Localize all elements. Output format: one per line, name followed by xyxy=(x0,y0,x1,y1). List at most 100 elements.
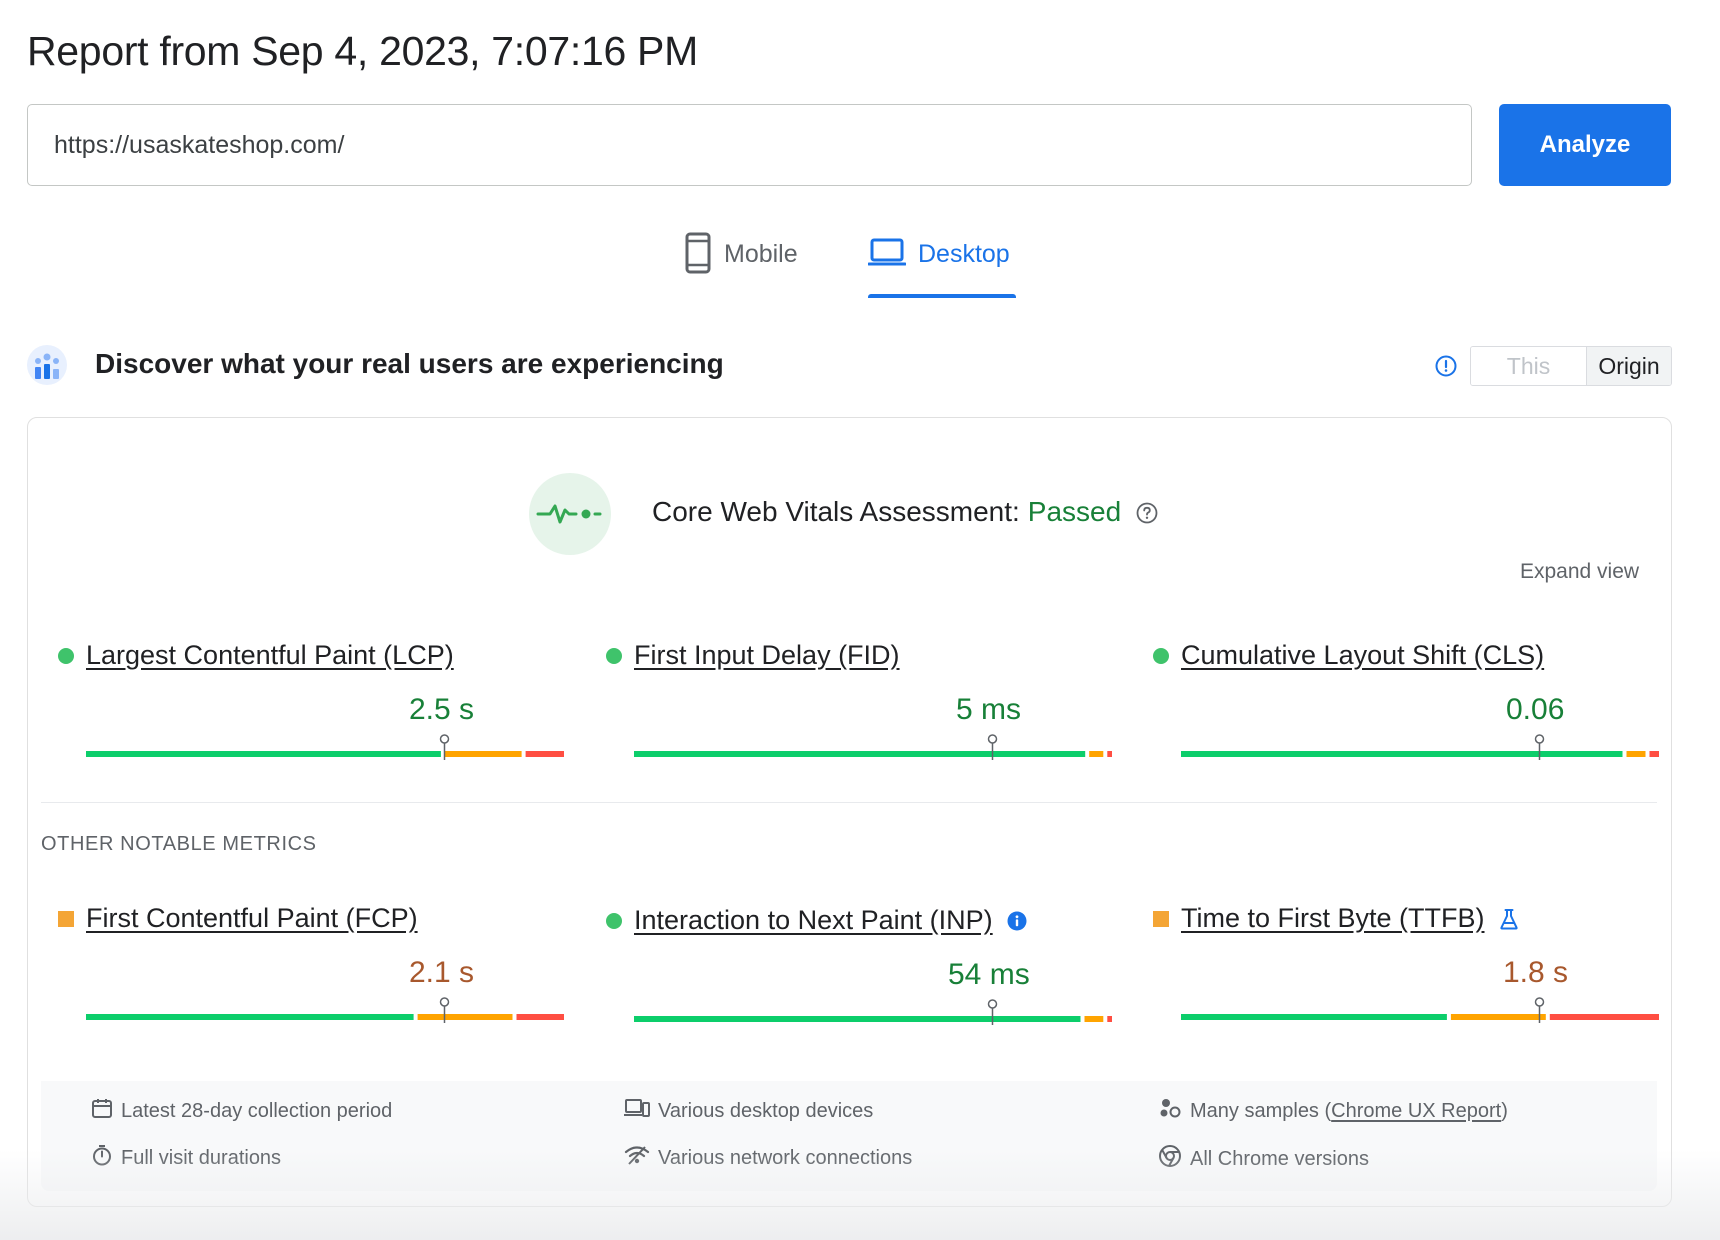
field-data-title: Discover what your real users are experi… xyxy=(95,348,724,379)
poor-segment xyxy=(516,1014,564,1020)
metric-ttfb-head: Time to First Byte (TTFB) xyxy=(1153,903,1519,934)
poor-segment xyxy=(1649,751,1659,757)
metric-fcp-value: 2.1 s xyxy=(409,956,475,989)
tab-mobile-label: Mobile xyxy=(724,240,798,268)
good-status-dot xyxy=(58,647,74,664)
needs-improvement-segment xyxy=(417,1014,513,1020)
tab-desktop[interactable]: Desktop xyxy=(867,236,1010,300)
good-segment xyxy=(634,1016,1081,1022)
active-tab-indicator xyxy=(868,294,1016,298)
percentile-marker-pin xyxy=(1534,997,1545,1007)
needs-improvement-segment xyxy=(1626,751,1646,757)
metric-ttfb-link[interactable]: Time to First Byte (TTFB) xyxy=(1181,903,1485,933)
good-status-dot xyxy=(1153,647,1169,664)
needs-improvement-segment xyxy=(1089,751,1104,757)
metric-cls: Cumulative Layout Shift (CLS) 0.06 xyxy=(1153,640,1659,770)
metric-cls-link[interactable]: Cumulative Layout Shift (CLS) xyxy=(1181,640,1545,670)
good-segment xyxy=(1181,751,1623,757)
needs-improvement-status-square xyxy=(58,910,74,927)
tab-mobile[interactable]: Mobile xyxy=(684,232,798,300)
calendar-icon xyxy=(91,1097,113,1125)
metric-lcp-link[interactable]: Largest Contentful Paint (LCP) xyxy=(86,640,454,670)
tab-desktop-label: Desktop xyxy=(918,240,1010,268)
users-chart-icon xyxy=(26,344,68,386)
metric-lcp-head: Largest Contentful Paint (LCP) xyxy=(58,640,454,671)
field-data-card xyxy=(27,417,1672,1207)
needs-improvement-status-square xyxy=(1153,910,1169,927)
metric-inp: Interaction to Next Paint (INP) 54 ms xyxy=(606,905,1112,1035)
metric-ttfb-value: 1.8 s xyxy=(1503,956,1569,989)
needs-improvement-segment xyxy=(1450,1014,1546,1020)
cwv-assessment-label: Core Web Vitals Assessment: xyxy=(652,496,1020,527)
origin-toggle[interactable]: Origin xyxy=(1587,347,1671,385)
metric-fcp: First Contentful Paint (FCP) 2.1 s xyxy=(58,903,564,1033)
metric-fcp-head: First Contentful Paint (FCP) xyxy=(58,903,418,934)
cwv-assessment: Core Web Vitals Assessment: Passed xyxy=(652,496,1159,528)
metric-cls-value: 0.06 xyxy=(1506,693,1565,726)
chrome-versions-item: All Chrome versions xyxy=(1158,1144,1369,1174)
metric-ttfb-distribution xyxy=(1181,997,1659,1023)
metric-lcp-distribution xyxy=(86,734,564,760)
chrome-icon xyxy=(1158,1144,1182,1174)
metric-fid-head: First Input Delay (FID) xyxy=(606,640,900,671)
good-status-dot xyxy=(606,912,622,929)
metric-fid-link[interactable]: First Input Delay (FID) xyxy=(634,640,900,670)
metric-fid-value: 5 ms xyxy=(956,693,1022,726)
metric-fcp-distribution xyxy=(86,997,564,1023)
samples-text: Many samples (Chrome UX Report) xyxy=(1190,1100,1508,1123)
metric-cls-distribution xyxy=(1181,734,1659,760)
metric-fid-distribution xyxy=(634,734,1112,760)
visit-durations-item: Full visit durations xyxy=(91,1144,281,1172)
visit-durations-text: Full visit durations xyxy=(121,1146,282,1169)
network-text: Various network connections xyxy=(658,1146,913,1169)
url-input[interactable] xyxy=(27,104,1472,186)
metric-lcp: Largest Contentful Paint (LCP) 2.5 s xyxy=(58,640,564,770)
inp-info-icon[interactable] xyxy=(1007,911,1027,931)
poor-segment xyxy=(1549,1014,1659,1020)
pulse-icon xyxy=(528,472,612,556)
percentile-marker-pin xyxy=(439,734,450,744)
info-icon[interactable] xyxy=(1434,354,1458,378)
samples-suffix: ) xyxy=(1501,1099,1508,1122)
percentile-marker-pin xyxy=(987,734,998,744)
good-segment xyxy=(634,751,1086,757)
help-icon[interactable] xyxy=(1135,500,1159,524)
poor-segment xyxy=(1107,751,1112,757)
poor-segment xyxy=(1107,1016,1112,1022)
experimental-flask-icon xyxy=(1499,908,1519,930)
percentile-marker-pin xyxy=(987,999,998,1009)
collection-period-text: Latest 28-day collection period xyxy=(121,1099,393,1122)
devices-icon xyxy=(624,1097,650,1125)
cwv-status: Passed xyxy=(1027,496,1122,527)
stopwatch-icon xyxy=(91,1144,113,1172)
poor-segment xyxy=(525,751,564,757)
smartphone-icon xyxy=(684,232,712,281)
chrome-ux-report-link[interactable]: Chrome UX Report xyxy=(1331,1099,1502,1122)
good-segment xyxy=(1181,1014,1447,1020)
metric-inp-distribution xyxy=(634,999,1112,1025)
this-url-toggle[interactable]: This URL xyxy=(1471,347,1587,385)
metric-inp-link[interactable]: Interaction to Next Paint (INP) xyxy=(634,905,993,935)
network-item: Various network connections xyxy=(624,1144,912,1172)
collection-period-item: Latest 28-day collection period xyxy=(91,1097,392,1125)
metric-fcp-link[interactable]: First Contentful Paint (FCP) xyxy=(86,903,418,933)
samples-icon xyxy=(1158,1097,1182,1125)
good-segment xyxy=(86,751,441,757)
metric-cls-head: Cumulative Layout Shift (CLS) xyxy=(1153,640,1544,671)
expand-view-link[interactable]: Expand view xyxy=(1520,560,1640,583)
metric-lcp-value: 2.5 s xyxy=(409,693,475,726)
analyze-button[interactable]: Analyze xyxy=(1499,104,1671,186)
devices-item: Various desktop devices xyxy=(624,1097,873,1125)
good-status-dot xyxy=(606,647,622,664)
report-title: Report from Sep 4, 2023, 7:07:16 PM xyxy=(27,28,698,74)
samples-prefix: Many samples ( xyxy=(1190,1099,1332,1122)
needs-improvement-segment xyxy=(444,751,522,757)
metric-ttfb: Time to First Byte (TTFB) 1.8 s xyxy=(1153,903,1659,1033)
metric-fid: First Input Delay (FID) 5 ms xyxy=(606,640,1112,770)
percentile-marker-pin xyxy=(1534,734,1545,744)
metric-inp-value: 54 ms xyxy=(948,958,1030,991)
good-segment xyxy=(86,1014,414,1020)
needs-improvement-segment xyxy=(1084,1016,1104,1022)
section-divider xyxy=(41,802,1657,803)
